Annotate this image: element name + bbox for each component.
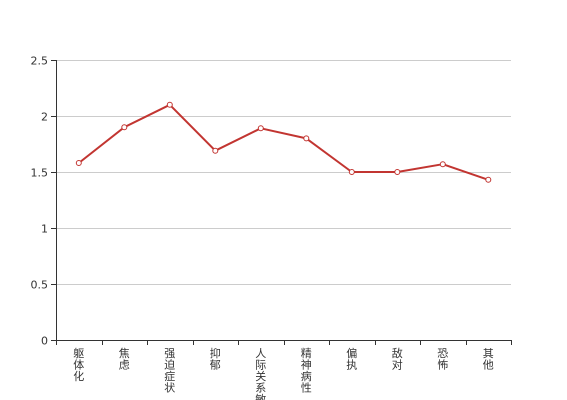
x-category-char: 敏 [255, 392, 266, 400]
x-category-label: 焦虑 [119, 347, 130, 372]
data-point[interactable] [394, 169, 401, 175]
data-point[interactable] [121, 124, 128, 131]
x-category-char: 神 [301, 358, 312, 372]
x-category-char: 迫 [164, 358, 175, 372]
x-category-label: 其他 [483, 347, 494, 372]
series-points [75, 101, 492, 183]
y-tick-label: 0.5 [31, 279, 49, 292]
x-category-char: 病 [301, 369, 312, 383]
grid-lines [56, 60, 511, 285]
data-point[interactable] [485, 176, 492, 183]
data-point[interactable] [212, 147, 219, 154]
series-line-path [78, 103, 489, 181]
x-category-char: 他 [483, 359, 494, 372]
x-category-char: 体 [73, 358, 84, 372]
x-category-char: 症 [164, 369, 175, 383]
x-category-char: 化 [73, 369, 84, 383]
y-axis-ticks: 0 0.5 1 1.5 2 2.5 [31, 55, 56, 348]
y-tick-label: 2 [41, 111, 48, 124]
x-category-label: 躯体化 [73, 347, 84, 383]
x-category-char: 恐 [437, 347, 448, 360]
x-category-char: 抑 [210, 346, 221, 360]
series-line [78, 103, 489, 181]
x-category-label: 人际关系敏 [255, 347, 266, 400]
x-category-char: 精 [301, 347, 312, 360]
x-category-char: 虑 [119, 359, 130, 372]
data-point[interactable] [348, 169, 355, 175]
x-category-label: 敌对 [392, 346, 403, 372]
data-point[interactable] [75, 160, 82, 166]
x-category-char: 偏 [346, 346, 357, 360]
x-category-label: 精神病性 [301, 347, 312, 395]
x-category-label: 偏执 [346, 346, 357, 372]
x-category-char: 躯 [73, 347, 84, 360]
x-category-char: 敌 [392, 346, 403, 360]
x-category-char: 其 [483, 347, 494, 360]
data-point[interactable] [439, 161, 446, 168]
axes [56, 60, 511, 341]
data-point[interactable] [166, 101, 173, 108]
x-category-char: 关 [255, 369, 266, 383]
data-point[interactable] [257, 125, 264, 132]
x-category-char: 人 [255, 347, 266, 360]
y-tick-label: 0 [41, 335, 48, 348]
x-category-char: 怖 [437, 358, 448, 372]
x-category-label: 强迫症状 [164, 347, 175, 395]
x-category-label: 抑郁 [210, 346, 221, 372]
y-tick-label: 1.5 [31, 167, 49, 180]
y-tick-label: 1 [41, 223, 48, 236]
x-category-char: 对 [392, 358, 403, 372]
y-tick-label: 2.5 [31, 55, 49, 68]
x-category-char: 系 [255, 382, 266, 395]
x-category-char: 强 [164, 347, 175, 360]
x-category-char: 性 [301, 381, 312, 395]
x-category-char: 郁 [210, 358, 221, 372]
x-category-char: 焦 [119, 347, 130, 360]
x-category-label: 恐怖 [437, 347, 448, 372]
data-point[interactable] [303, 135, 310, 142]
x-category-char: 执 [346, 358, 357, 372]
x-category-char: 际 [255, 359, 266, 372]
x-category-char: 状 [164, 381, 175, 395]
